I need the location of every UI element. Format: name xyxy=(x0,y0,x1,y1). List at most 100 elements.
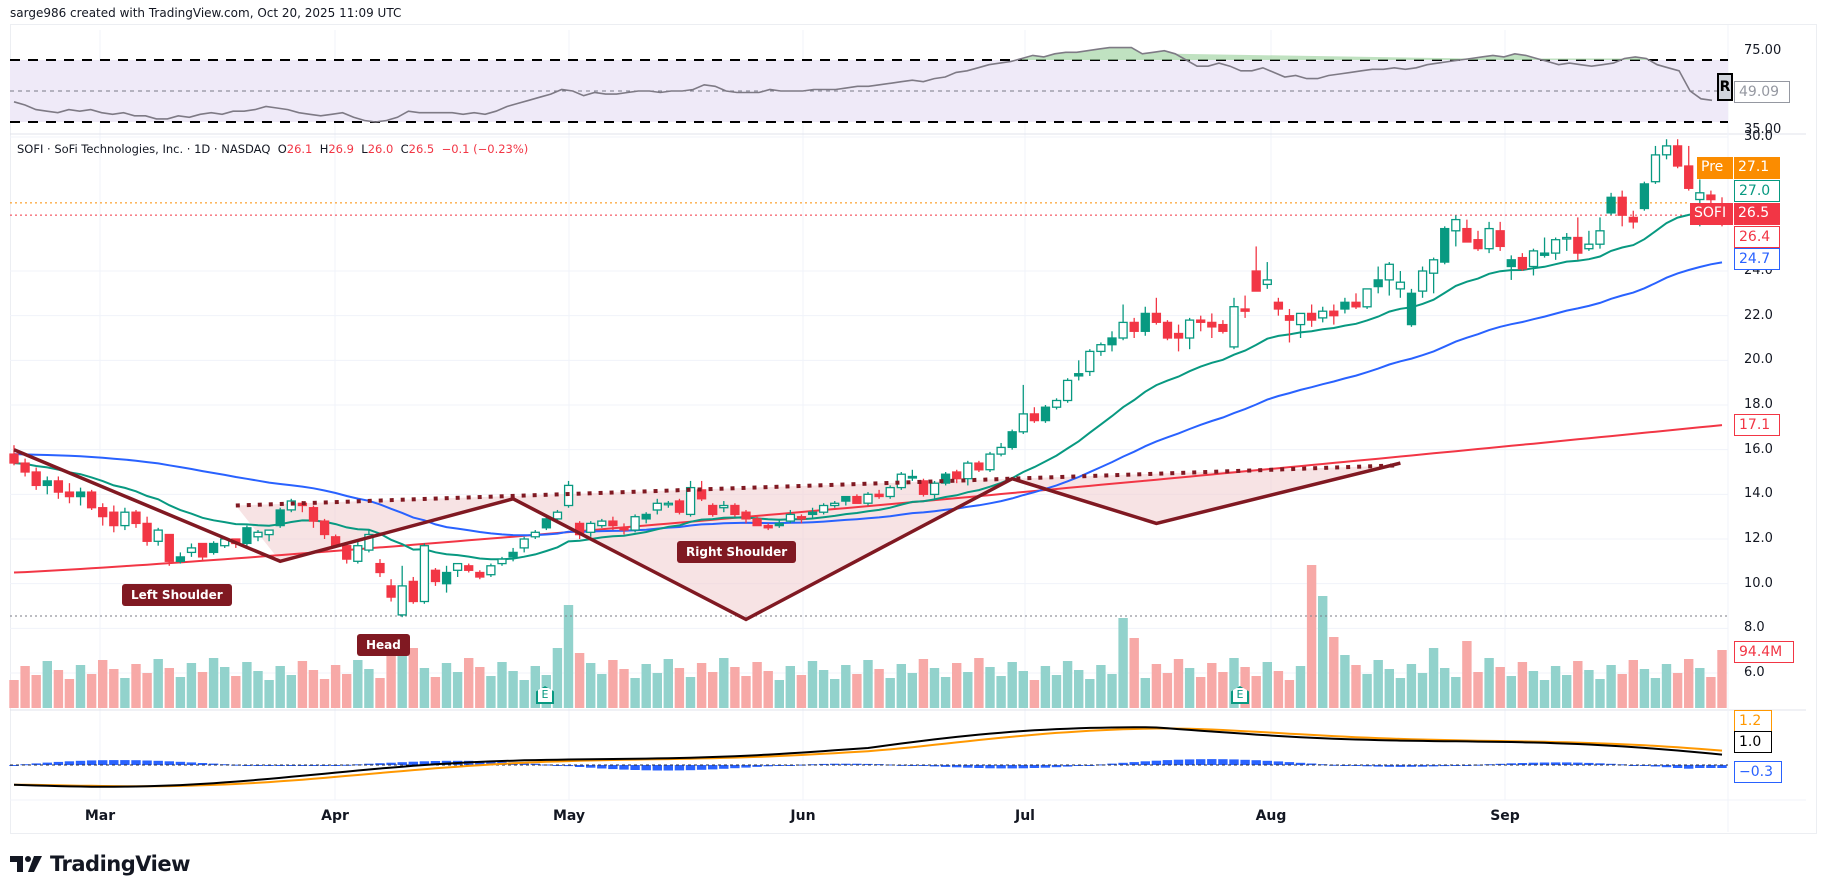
macd-histogram-bar xyxy=(1329,764,1339,766)
candle-body xyxy=(541,518,552,529)
macd-histogram-bar xyxy=(807,764,818,766)
month-label-mar: Mar xyxy=(84,808,116,824)
volume-bar xyxy=(1085,679,1095,708)
volume-bar xyxy=(1462,641,1472,708)
volume-bar xyxy=(574,653,585,708)
volume-bar xyxy=(53,670,64,708)
macd-histogram-bar xyxy=(940,765,951,767)
volume-bar xyxy=(330,665,341,708)
volume-bar xyxy=(308,670,319,708)
volume-bar xyxy=(1706,677,1716,708)
candle-body xyxy=(475,571,485,578)
volume-bar xyxy=(1395,678,1406,708)
candle-body xyxy=(208,542,219,554)
macd-histogram-bar xyxy=(308,765,319,766)
candle-body xyxy=(1595,230,1605,245)
volume-bar xyxy=(1473,672,1483,708)
macd-signal-line xyxy=(14,727,1723,788)
macd-histogram-bar xyxy=(1207,759,1217,765)
macd-histogram-bar xyxy=(1040,765,1051,768)
candle-body xyxy=(253,531,263,538)
earnings-marker-jul[interactable]: E xyxy=(1231,686,1249,704)
macd-histogram-bar xyxy=(208,763,219,765)
tradingview-logo[interactable]: TradingView xyxy=(10,852,190,876)
volume-bar xyxy=(342,674,352,708)
volume-bar xyxy=(1196,677,1206,708)
candle-body xyxy=(597,520,607,527)
candle-body xyxy=(719,504,729,509)
macd-histogram-bar xyxy=(1428,765,1439,767)
candle-body xyxy=(1318,310,1328,319)
macd-histogram-bar xyxy=(1539,762,1550,765)
volume-bar xyxy=(1118,618,1128,708)
volume-bar xyxy=(1362,674,1372,708)
candle-body xyxy=(1473,239,1483,250)
candle-body xyxy=(741,511,751,520)
candle-body xyxy=(674,500,685,513)
volume-bar xyxy=(763,671,773,708)
volume-bar xyxy=(552,648,563,708)
earnings-marker-may[interactable]: E xyxy=(536,686,554,704)
volume-bar xyxy=(619,669,629,708)
macd-histogram-bar xyxy=(419,761,430,765)
candle-body xyxy=(530,531,540,538)
volume-bar xyxy=(1007,662,1017,708)
candle-body xyxy=(175,556,186,563)
volume-bar xyxy=(863,660,873,708)
volume-bar xyxy=(1672,673,1683,708)
volume-bar xyxy=(774,680,784,708)
macd-histogram-bar xyxy=(1395,765,1406,767)
volume-bar xyxy=(1550,666,1561,708)
candle-body xyxy=(863,493,873,504)
price-tick-label: 6.0 xyxy=(1744,665,1765,680)
macd-histogram-bar xyxy=(186,762,197,765)
volume-bar xyxy=(1584,670,1594,708)
volume-bar xyxy=(630,678,640,708)
candle-body xyxy=(1229,306,1239,348)
macd-histogram-bar xyxy=(175,761,186,765)
volume-bar xyxy=(641,664,651,708)
macd-histogram-bar xyxy=(663,765,673,771)
candle-body xyxy=(608,520,618,527)
volume-bar xyxy=(131,664,141,708)
macd-histogram-bar xyxy=(696,765,707,770)
candle-body xyxy=(696,489,707,500)
open-value: 26.1 xyxy=(286,142,313,156)
macd-histogram-bar xyxy=(1362,765,1372,767)
candle-body xyxy=(907,475,918,479)
volume-label: 94.4M xyxy=(1734,641,1794,663)
candle-body xyxy=(486,565,496,576)
volume-bar xyxy=(830,679,840,708)
macd-histogram-bar xyxy=(796,764,807,766)
candle-body xyxy=(98,507,108,518)
price-tick-label: 8.0 xyxy=(1744,620,1765,636)
candle-body xyxy=(242,527,252,545)
macd-histogram-bar xyxy=(353,764,363,766)
volume-bar xyxy=(530,666,540,708)
macd-histogram-bar xyxy=(286,765,296,766)
macd-histogram-bar xyxy=(1295,762,1306,765)
volume-bar xyxy=(297,661,308,708)
macd-histogram-bar xyxy=(1373,765,1383,767)
rsi-value-label: 49.09 xyxy=(1734,81,1790,103)
candle-body xyxy=(53,480,64,493)
macd-histogram-bar xyxy=(408,761,418,765)
volume-bar xyxy=(1606,665,1616,708)
candle-body xyxy=(1706,194,1716,201)
volume-bar xyxy=(1040,666,1051,708)
macd-histogram-bar xyxy=(752,765,762,767)
macd-histogram-bar xyxy=(9,765,19,766)
volume-bar xyxy=(353,660,363,708)
month-label-apr: Apr xyxy=(321,808,349,824)
head-label: Head xyxy=(357,634,410,656)
candle-body xyxy=(31,471,41,487)
volume-bar xyxy=(1440,668,1450,708)
macd-histogram-bar xyxy=(1162,760,1173,765)
pattern-fill xyxy=(235,463,1401,620)
candle-body xyxy=(796,516,807,520)
close-value: 26.5 xyxy=(408,142,435,156)
rsi-upper-label: 75.00 xyxy=(1744,43,1782,58)
macd-histogram-bar xyxy=(1384,765,1394,767)
candle-body xyxy=(64,491,75,498)
